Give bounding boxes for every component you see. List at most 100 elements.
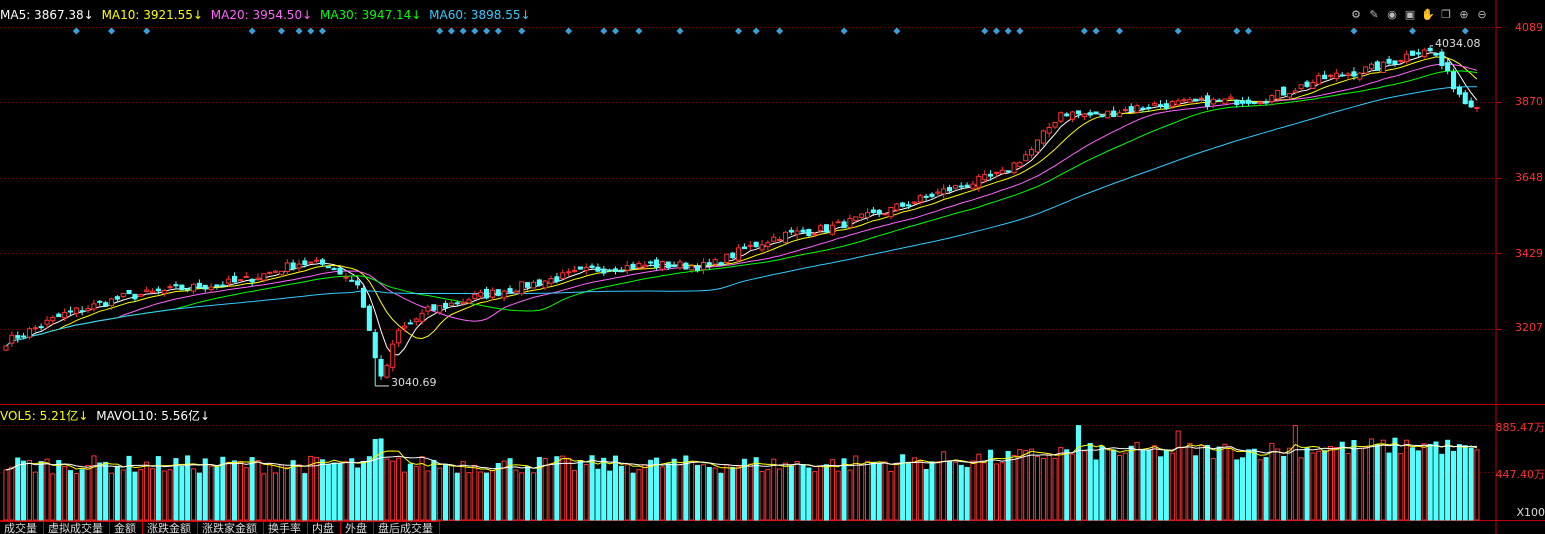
volume-tick: 447.40万 xyxy=(1495,468,1545,481)
candle-body xyxy=(1310,82,1316,89)
candle-body xyxy=(1052,122,1058,128)
volume-bar xyxy=(372,439,378,521)
candle-body xyxy=(161,290,167,294)
candle-body xyxy=(952,185,959,189)
candle-body xyxy=(665,261,671,268)
candle-body xyxy=(1175,100,1181,106)
candle-body xyxy=(1187,98,1193,103)
hand-icon[interactable]: ✋ xyxy=(1421,7,1435,21)
tab-inner-volume[interactable]: 内盘 xyxy=(308,521,341,534)
volume-bar xyxy=(906,462,912,521)
volume-bar xyxy=(1175,430,1181,521)
candle-body xyxy=(589,265,595,268)
volume-bar xyxy=(507,458,513,521)
candle-body xyxy=(390,343,396,368)
candle-body xyxy=(571,269,578,272)
gift-icon[interactable]: ▣ xyxy=(1404,7,1416,21)
candle-body xyxy=(964,184,970,188)
tab-breadth-amount[interactable]: 涨跌家金额 xyxy=(198,521,264,534)
event-marker xyxy=(776,27,784,35)
eye-icon[interactable]: ◉ xyxy=(1387,7,1397,21)
candle-body xyxy=(308,261,314,264)
volume-bar xyxy=(1163,449,1169,521)
volume-bar xyxy=(1075,425,1082,521)
volume-bar xyxy=(226,461,232,521)
volume-bar xyxy=(191,468,197,521)
volume-bar xyxy=(1451,450,1457,521)
candle-body xyxy=(958,185,964,188)
copy-icon[interactable]: ❐ xyxy=(1441,7,1451,21)
event-marker xyxy=(471,27,479,35)
volume-bar xyxy=(1404,439,1410,521)
zoom-in-icon[interactable]: ⊕ xyxy=(1459,7,1469,21)
volume-bar xyxy=(1234,459,1240,521)
volume-bar xyxy=(120,469,126,521)
high-annotation: 4034.08 xyxy=(1435,37,1481,50)
tab-turnover[interactable]: 换手率 xyxy=(264,521,308,534)
candle-body xyxy=(730,252,736,259)
candle-body xyxy=(1380,61,1386,74)
candle-body xyxy=(1111,110,1117,117)
event-marker xyxy=(1116,27,1124,35)
volume-bar xyxy=(560,455,566,521)
volume-bar xyxy=(812,471,818,521)
candle-body xyxy=(712,259,718,265)
candle-body xyxy=(624,265,630,271)
candle-body xyxy=(366,305,372,331)
event-marker xyxy=(840,27,848,35)
price-tick: 4089 xyxy=(1515,21,1543,34)
volume-bar xyxy=(695,465,701,521)
candle-body xyxy=(829,224,835,235)
candle-body xyxy=(648,261,654,264)
candle-body xyxy=(443,302,449,309)
tab-volume[interactable]: 成交量 xyxy=(0,521,44,534)
volume-bar xyxy=(859,464,865,521)
tab-outer-volume[interactable]: 外盘 xyxy=(341,521,374,534)
volume-bar xyxy=(1386,452,1392,521)
volume-bar xyxy=(132,471,138,521)
candle-body xyxy=(654,259,660,268)
volume-bar xyxy=(718,472,724,521)
volume-bar xyxy=(589,455,595,521)
tab-amount[interactable]: 金额 xyxy=(110,521,143,534)
candle-body xyxy=(314,259,320,262)
candle-body xyxy=(319,259,325,265)
volume-bar xyxy=(554,456,560,521)
volume-bar xyxy=(1169,452,1175,521)
volume-bar xyxy=(1222,443,1228,521)
volume-bar xyxy=(1040,458,1046,521)
candle-body xyxy=(296,263,302,269)
candle-body xyxy=(741,246,748,250)
tab-after-hours-volume[interactable]: 盘后成交量 xyxy=(374,521,440,534)
candle-body xyxy=(595,266,601,272)
volume-bar xyxy=(91,455,97,521)
event-marker xyxy=(318,27,326,35)
volume-bar xyxy=(1421,443,1427,521)
candle-body xyxy=(900,202,906,207)
volume-bar xyxy=(683,455,689,521)
volume-bar xyxy=(988,449,994,521)
candle-body xyxy=(782,231,789,243)
settings-icon[interactable]: ⚙ xyxy=(1351,7,1361,21)
volume-bar xyxy=(607,470,613,521)
volume-bar xyxy=(167,469,173,521)
tab-change-amount[interactable]: 涨跌金额 xyxy=(143,521,198,534)
volume-bar xyxy=(806,467,812,521)
volume-bar xyxy=(1327,446,1334,521)
candle-body xyxy=(1017,162,1023,167)
tab-virtual-volume[interactable]: 虚拟成交量 xyxy=(44,521,110,534)
candle-body xyxy=(1058,112,1064,122)
volume-bar xyxy=(1310,452,1316,521)
candle-body xyxy=(1263,101,1269,104)
volume-bar xyxy=(1427,444,1433,521)
candle-body xyxy=(759,244,765,251)
brush-icon[interactable]: ✎ xyxy=(1369,7,1379,21)
candle-body xyxy=(642,264,648,268)
volume-bar xyxy=(56,460,62,521)
candle-body xyxy=(255,277,261,280)
ma5-label: MA5: 3867.38↓ xyxy=(0,8,94,22)
candle-body xyxy=(876,209,882,215)
zoom-out-icon[interactable]: ⊖ xyxy=(1477,7,1487,21)
candle-body xyxy=(237,279,243,282)
candle-body xyxy=(507,288,513,293)
